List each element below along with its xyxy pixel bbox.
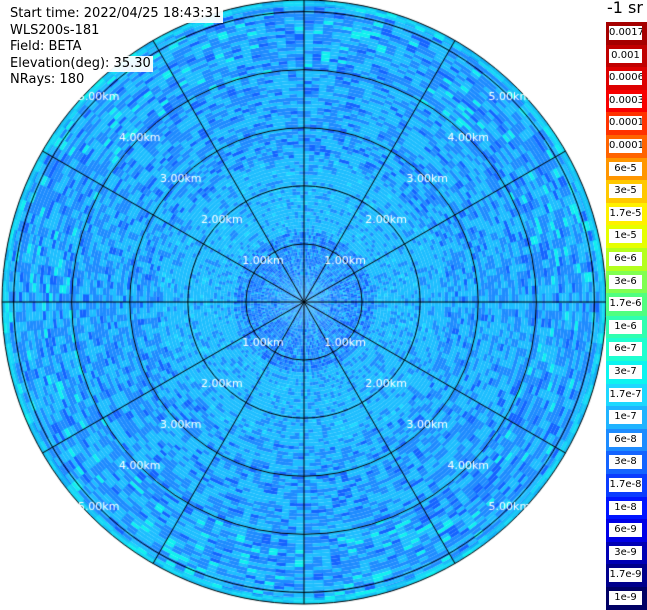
colorbar-tick-label: 1e-7 [609,410,642,425]
colorbar-swatch: 1e-7 [606,406,647,429]
colorbar-tick-label: 1.7e-5 [609,206,642,221]
colorbar-swatch: 1e-9 [606,587,647,610]
colorbar-tick-label: 0.0001 [609,139,642,153]
colorbar-tick-label: 0.0017 [609,26,642,40]
colorbar-swatch: 1.7e-9 [606,564,647,587]
colorbar-tick-label: 1.7e-7 [609,387,642,402]
colorbar-tick-label: 6e-6 [609,252,642,266]
nrays-text: NRays: 180 [10,72,87,89]
colorbar-swatch: 6e-5 [606,157,647,181]
colorbar-swatch: 1.7e-8 [606,474,647,497]
colorbar-swatch: 0.0006 [606,67,647,90]
colorbar-tick-label: 0.00017 [609,116,642,131]
colorbar-tick-label: 6e-7 [609,342,642,357]
colorbar-swatch: 3e-6 [606,270,647,294]
colorbar-unit-label: -1 sr [607,0,643,17]
elevation-text: Elevation(deg): 35.30 [10,55,153,72]
colorbar-swatch: 6e-6 [606,248,647,271]
colorbar-tick-label: 1e-5 [609,229,642,244]
colorbar-swatch: 1e-5 [606,225,647,248]
field-text: Field: BETA [10,39,84,56]
colorbar-tick-label: 3e-5 [609,184,642,199]
colorbar-tick-label: 6e-5 [609,161,642,176]
colorbar-tick-label: 1.7e-6 [609,297,642,312]
colorbar-swatch: 6e-8 [606,428,647,452]
colorbar-tick-label: 3e-6 [609,274,642,289]
colorbar-swatch: 0.0003 [606,89,647,113]
colorbar-tick-label: 1.7e-8 [609,478,642,492]
instrument-text: WLS200s-181 [10,22,102,39]
colorbar-swatch: 3e-9 [606,541,647,565]
colorbar-swatch: 0.0001 [606,135,647,158]
colorbar-swatch: 1.7e-5 [606,202,647,226]
colorbar-tick-label: 1e-9 [609,591,642,605]
colorbar-swatch: 1e-6 [606,315,647,339]
colorbar-swatch: 0.001 [606,44,647,68]
colorbar-swatch: 3e-5 [606,180,647,203]
colorbar-swatch: 1.7e-6 [606,293,647,316]
colorbar-tick-label: 6e-9 [609,523,642,538]
colorbar-swatch: 6e-7 [606,338,647,361]
scan-info-panel: Start time: 2022/04/25 18:43:31 WLS200s-… [10,6,224,89]
colorbar-tick-label: 1.7e-9 [609,568,642,583]
colorbar-swatch: 0.00017 [606,112,647,135]
start-time-text: Start time: 2022/04/25 18:43:31 [10,6,224,23]
colorbar-swatch: 1.7e-7 [606,383,647,407]
colorbar-swatch: 0.0017 [606,22,647,45]
colorbar-swatch: 3e-7 [606,361,647,384]
colorbar-swatch: 3e-8 [606,451,647,474]
colorbar-swatch: 6e-9 [606,519,647,542]
colorbar-tick-label: 1e-8 [609,500,642,515]
colorbar-swatch: 1e-8 [606,496,647,520]
colorbar-tick-label: 6e-8 [609,432,642,447]
colorbar-tick-label: 3e-7 [609,365,642,379]
colorbar-tick-label: 3e-9 [609,545,642,560]
colorbar-tick-label: 1e-6 [609,319,642,334]
colorbar-tick-label: 3e-8 [609,455,642,470]
colorbar-tick-label: 0.0003 [609,93,642,108]
colorbar-tick-label: 0.001 [609,48,642,63]
colorbar-tick-label: 0.0006 [609,71,642,86]
